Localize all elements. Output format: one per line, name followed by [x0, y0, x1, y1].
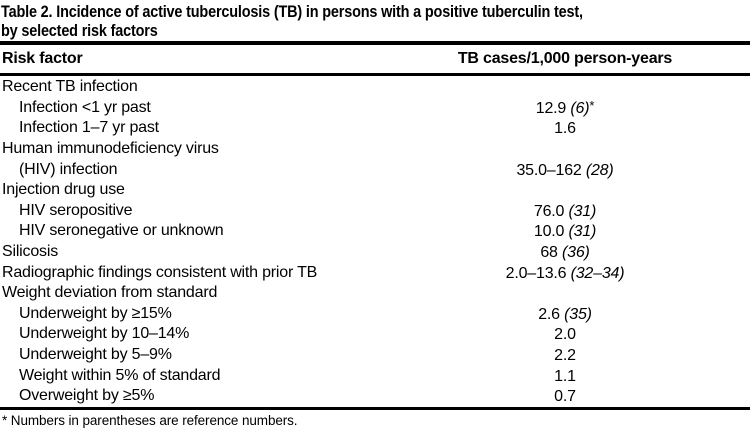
value-number: 2.0	[554, 326, 576, 344]
reference-number: (31)	[568, 223, 597, 241]
row-value: 2.0	[380, 324, 750, 344]
table-footnote: * Numbers in parentheses are reference n…	[2, 413, 298, 428]
reference-number: (31)	[568, 202, 597, 220]
reference-number: (32–34)	[570, 264, 625, 282]
row-label: HIV seropositive	[19, 201, 133, 219]
row-value: 1.6	[380, 118, 750, 138]
table-row: (HIV) infection 35.0–162 (28)	[0, 159, 750, 180]
row-label: Radiographic findings consistent with pr…	[2, 263, 318, 281]
horizontal-rule-mid	[0, 73, 750, 76]
table-row: HIV seronegative or unknown 10.0 (31)	[0, 221, 750, 242]
table-row: Radiographic findings consistent with pr…	[0, 262, 750, 283]
table-header-row: Risk factor TB cases/1,000 person-years	[0, 45, 750, 73]
table-row: Weight deviation from standard	[0, 283, 750, 304]
row-value: 10.0 (31)	[380, 221, 750, 241]
row-label: (HIV) infection	[19, 160, 118, 178]
table-row: Infection 1–7 yr past 1.6	[0, 118, 750, 139]
row-label: HIV seronegative or unknown	[19, 222, 224, 240]
column-header-risk-factor: Risk factor	[2, 50, 83, 67]
row-value: 0.7	[380, 386, 750, 406]
row-label: Infection <1 yr past	[19, 98, 151, 116]
table-body: Recent TB infection Infection <1 yr past…	[0, 77, 750, 407]
row-value: 76.0 (31)	[380, 201, 750, 221]
row-label: Underweight by ≥15%	[19, 304, 172, 322]
table-row: Underweight by 10–14% 2.0	[0, 324, 750, 345]
column-header-tb-cases: TB cases/1,000 person-years	[457, 50, 673, 67]
reference-number: (36)	[562, 244, 590, 262]
value-number: 2.2	[554, 347, 576, 365]
footnote-marker: *	[589, 97, 595, 113]
table-title: Table 2. Incidence of active tuberculosi…	[1, 2, 583, 40]
row-label: Recent TB infection	[2, 78, 138, 96]
table-title-line2: by selected risk factors	[1, 21, 158, 40]
row-label: Underweight by 5–9%	[19, 346, 172, 364]
row-label: Overweight by ≥5%	[19, 387, 155, 405]
value-number: 68	[540, 244, 558, 262]
row-label: Infection 1–7 yr past	[19, 119, 159, 137]
value-number: 2.6	[538, 305, 560, 323]
row-value: 1.1	[380, 366, 750, 386]
reference-number: (35)	[564, 305, 592, 323]
value-number: 1.6	[554, 120, 576, 138]
table-row: Infection <1 yr past 12.9 (6)*	[0, 98, 750, 119]
row-label: Silicosis	[2, 243, 58, 261]
value-number: 35.0–162	[516, 161, 582, 179]
table-row: Underweight by 5–9% 2.2	[0, 345, 750, 366]
table-row: Recent TB infection	[0, 77, 750, 98]
row-value: 2.0–13.6 (32–34)	[380, 263, 750, 283]
table-row: HIV seropositive 76.0 (31)	[0, 201, 750, 222]
row-value: 68 (36)	[380, 242, 750, 262]
value-number: 10.0	[533, 223, 565, 241]
horizontal-rule-bottom	[0, 407, 750, 410]
value-number: 1.1	[554, 367, 576, 385]
value-number: 12.9	[535, 99, 567, 117]
table-row: Silicosis 68 (36)	[0, 242, 750, 263]
horizontal-rule-top	[0, 41, 750, 45]
row-value: 2.6 (35)	[380, 304, 750, 324]
row-value: 35.0–162 (28)	[380, 160, 750, 180]
row-label: Underweight by 10–14%	[19, 325, 190, 343]
table-row: Human immunodeficiency virus	[0, 139, 750, 160]
table-row: Weight within 5% of standard 1.1	[0, 365, 750, 386]
table-title-line1: Table 2. Incidence of active tuberculosi…	[1, 2, 583, 21]
value-number: 76.0	[533, 202, 565, 220]
row-value: 2.2	[380, 345, 750, 365]
reference-number: (6)	[570, 99, 590, 117]
row-label: Human immunodeficiency virus	[2, 140, 219, 158]
reference-number: (28)	[585, 161, 614, 179]
table-row: Overweight by ≥5% 0.7	[0, 386, 750, 407]
value-number: 2.0–13.6	[505, 264, 567, 282]
row-value: 12.9 (6)*	[380, 98, 750, 118]
table-row: Underweight by ≥15% 2.6 (35)	[0, 304, 750, 325]
row-label: Injection drug use	[2, 181, 125, 199]
row-label: Weight deviation from standard	[2, 284, 218, 302]
row-label: Weight within 5% of standard	[19, 366, 221, 384]
value-number: 0.7	[554, 388, 576, 406]
table-row: Injection drug use	[0, 180, 750, 201]
